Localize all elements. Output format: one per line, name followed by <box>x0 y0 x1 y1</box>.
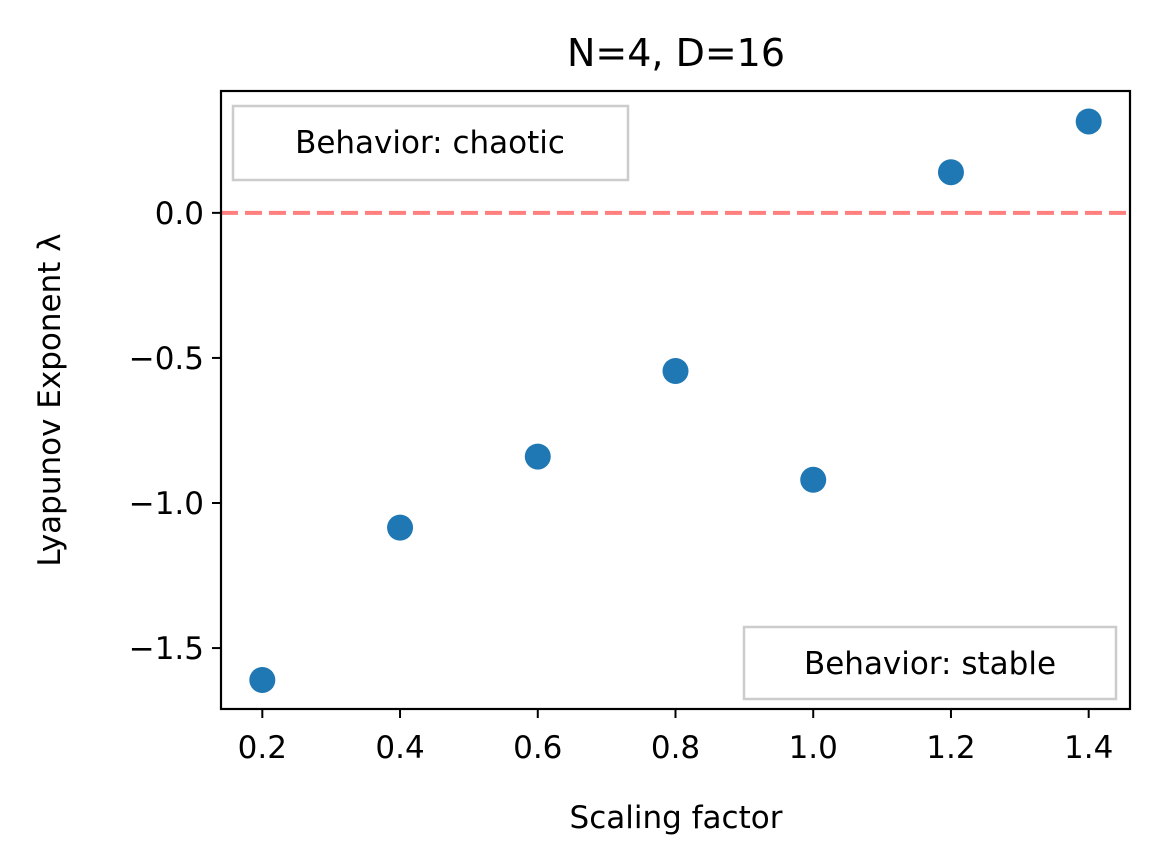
x-tick-label: 1.2 <box>926 730 975 766</box>
x-axis-label: Scaling factor <box>570 800 783 836</box>
y-tick-label: −1.0 <box>129 486 204 522</box>
x-axis: 0.2 0.4 0.6 0.8 1.0 1.2 1.4 <box>238 709 1113 766</box>
annotation-stable-text: Behavior: stable <box>804 646 1056 682</box>
y-tick-label: −1.5 <box>129 631 204 667</box>
plot-frame <box>219 89 1132 711</box>
annotation-chaotic-box <box>231 104 630 182</box>
data-point <box>800 466 827 493</box>
data-point <box>387 514 414 541</box>
y-axis-label: Lyapunov Exponent λ <box>32 233 68 566</box>
data-point <box>662 357 689 384</box>
annotation-chaotic: Behavior: chaotic <box>231 104 630 182</box>
data-point <box>524 443 551 470</box>
y-tick-label: 0.0 <box>155 196 204 232</box>
x-tick-label: 0.6 <box>513 730 562 766</box>
x-tick-label: 0.2 <box>238 730 287 766</box>
x-tick-label: 0.8 <box>651 730 700 766</box>
x-tick-label: 1.0 <box>789 730 838 766</box>
data-points <box>249 108 1102 693</box>
data-point <box>937 159 964 186</box>
data-point <box>249 666 276 693</box>
annotation-stable: Behavior: stable <box>742 625 1118 701</box>
x-tick-label: 1.4 <box>1064 730 1113 766</box>
chart-title: N=4, D=16 <box>567 31 785 75</box>
annotation-stable-box <box>742 625 1118 701</box>
x-tick-label: 0.4 <box>375 730 424 766</box>
data-point <box>1075 108 1102 135</box>
annotation-chaotic-text: Behavior: chaotic <box>295 125 565 161</box>
y-axis: 0.0 −0.5 −1.0 −1.5 <box>129 196 221 667</box>
y-tick-label: −0.5 <box>129 341 204 377</box>
plot-area: Behavior: chaotic Behavior: stable <box>219 89 1132 711</box>
